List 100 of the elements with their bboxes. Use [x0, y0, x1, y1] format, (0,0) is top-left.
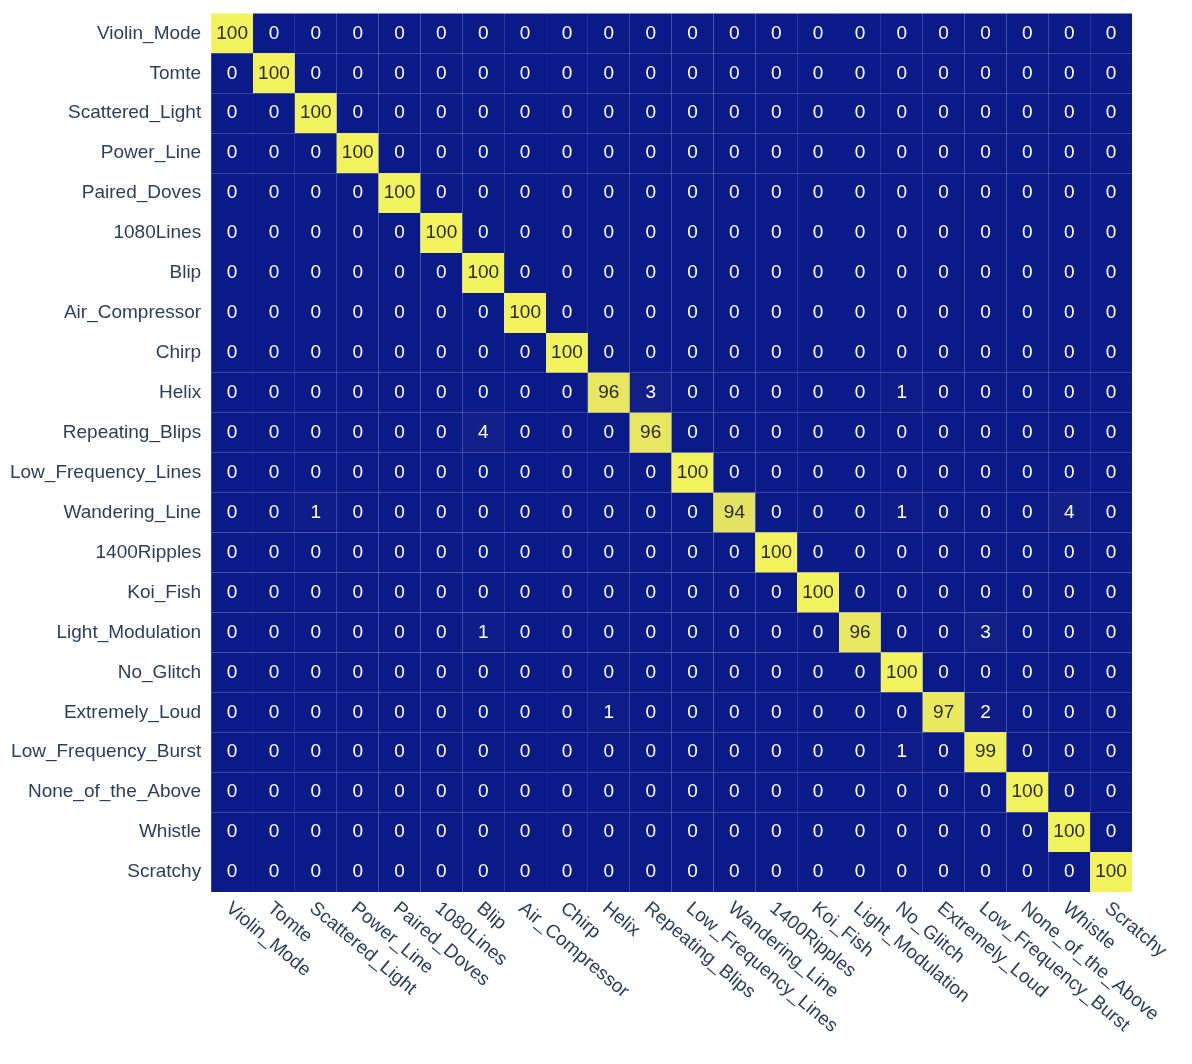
data-label: 0: [687, 101, 698, 123]
data-label: 0: [561, 580, 573, 602]
data-label: 0: [352, 261, 363, 283]
data-label: 100: [258, 61, 290, 83]
data-label: 0: [268, 21, 280, 43]
y-tick-label: Scattered_Light: [68, 101, 202, 124]
data-label: 0: [436, 500, 447, 522]
data-label: 0: [603, 580, 615, 602]
data-label: 0: [729, 460, 740, 482]
data-label: 0: [645, 820, 656, 842]
data-label: 0: [226, 780, 238, 802]
data-label: 0: [1022, 540, 1033, 562]
data-label: 0: [938, 221, 949, 243]
data-label: 0: [938, 860, 949, 882]
y-tick-label: Blip: [169, 261, 202, 283]
data-label: 0: [770, 780, 782, 802]
data-label: 0: [436, 540, 447, 562]
data-label: 0: [854, 181, 866, 203]
data-label: 0: [603, 500, 615, 522]
data-label: 0: [1105, 620, 1117, 642]
data-label: 0: [603, 460, 615, 482]
data-label: 0: [394, 61, 405, 83]
data-label: 0: [645, 460, 656, 482]
data-label: 0: [1063, 580, 1075, 602]
data-label: 0: [687, 141, 698, 163]
y-tick-label: Helix: [158, 381, 202, 403]
data-label: 0: [603, 101, 615, 123]
data-label: 0: [770, 101, 782, 123]
y-tick-label: Power_Line: [100, 141, 202, 164]
data-label: 0: [561, 261, 573, 283]
data-label: 96: [849, 620, 871, 642]
data-label: 0: [729, 860, 740, 882]
data-label: 0: [896, 580, 908, 602]
data-label: 0: [603, 860, 615, 882]
data-label: 0: [394, 740, 405, 762]
data-label: 0: [352, 860, 363, 882]
data-label: 0: [226, 420, 238, 442]
data-label: 0: [268, 141, 280, 163]
data-label: 0: [980, 341, 991, 363]
data-label: 0: [854, 860, 866, 882]
data-label: 0: [1022, 860, 1033, 882]
data-label: 0: [980, 61, 991, 83]
data-label: 100: [1095, 860, 1127, 882]
data-label: 0: [226, 381, 238, 403]
data-label: 0: [603, 740, 615, 762]
data-label: 0: [561, 301, 573, 323]
data-label: 0: [436, 700, 447, 722]
data-label: 0: [561, 820, 573, 842]
data-label: 0: [938, 500, 949, 522]
data-label: 0: [352, 620, 363, 642]
data-label: 0: [352, 381, 363, 403]
data-label: 0: [645, 141, 656, 163]
data-label: 0: [477, 61, 489, 83]
data-label: 0: [645, 540, 656, 562]
data-label: 0: [854, 261, 866, 283]
data-label: 0: [394, 580, 405, 602]
data-label: 0: [394, 21, 405, 43]
data-label: 0: [310, 221, 322, 243]
data-label: 0: [980, 540, 991, 562]
data-label: 0: [938, 181, 949, 203]
data-label: 0: [561, 700, 573, 722]
data-label: 0: [477, 301, 489, 323]
data-label: 0: [1022, 301, 1033, 323]
data-label: 0: [770, 740, 782, 762]
data-label: 0: [226, 221, 238, 243]
data-label: 0: [226, 740, 238, 762]
data-label: 0: [310, 620, 322, 642]
data-label: 0: [812, 181, 824, 203]
data-label: 0: [645, 620, 656, 642]
data-label: 0: [226, 301, 238, 323]
data-label: 0: [1063, 540, 1075, 562]
data-label: 0: [1022, 341, 1033, 363]
data-label: 0: [436, 301, 447, 323]
data-label: 0: [436, 580, 447, 602]
data-label: 0: [519, 820, 531, 842]
data-label: 0: [561, 740, 573, 762]
y-tick-label: Air_Compressor: [63, 301, 202, 324]
data-label: 0: [854, 580, 866, 602]
y-tick-label: Low_Frequency_Burst: [11, 740, 202, 763]
data-label: 0: [854, 381, 866, 403]
data-label: 0: [854, 420, 866, 442]
data-label: 0: [1105, 21, 1117, 43]
data-label: 99: [974, 740, 997, 762]
data-label: 100: [509, 301, 541, 323]
data-label: 96: [598, 381, 620, 403]
data-label: 0: [268, 620, 280, 642]
data-label: 0: [268, 381, 280, 403]
data-label: 0: [687, 261, 698, 283]
data-label: 0: [770, 860, 782, 882]
data-label: 0: [352, 341, 363, 363]
data-label: 0: [268, 860, 280, 882]
data-label: 0: [938, 820, 949, 842]
data-label: 0: [561, 381, 573, 403]
data-label: 0: [436, 780, 447, 802]
data-label: 0: [352, 21, 363, 43]
data-label: 0: [310, 780, 322, 802]
data-label: 0: [770, 61, 782, 83]
data-label: 0: [477, 860, 489, 882]
data-label: 0: [436, 61, 447, 83]
data-label: 0: [436, 860, 447, 882]
